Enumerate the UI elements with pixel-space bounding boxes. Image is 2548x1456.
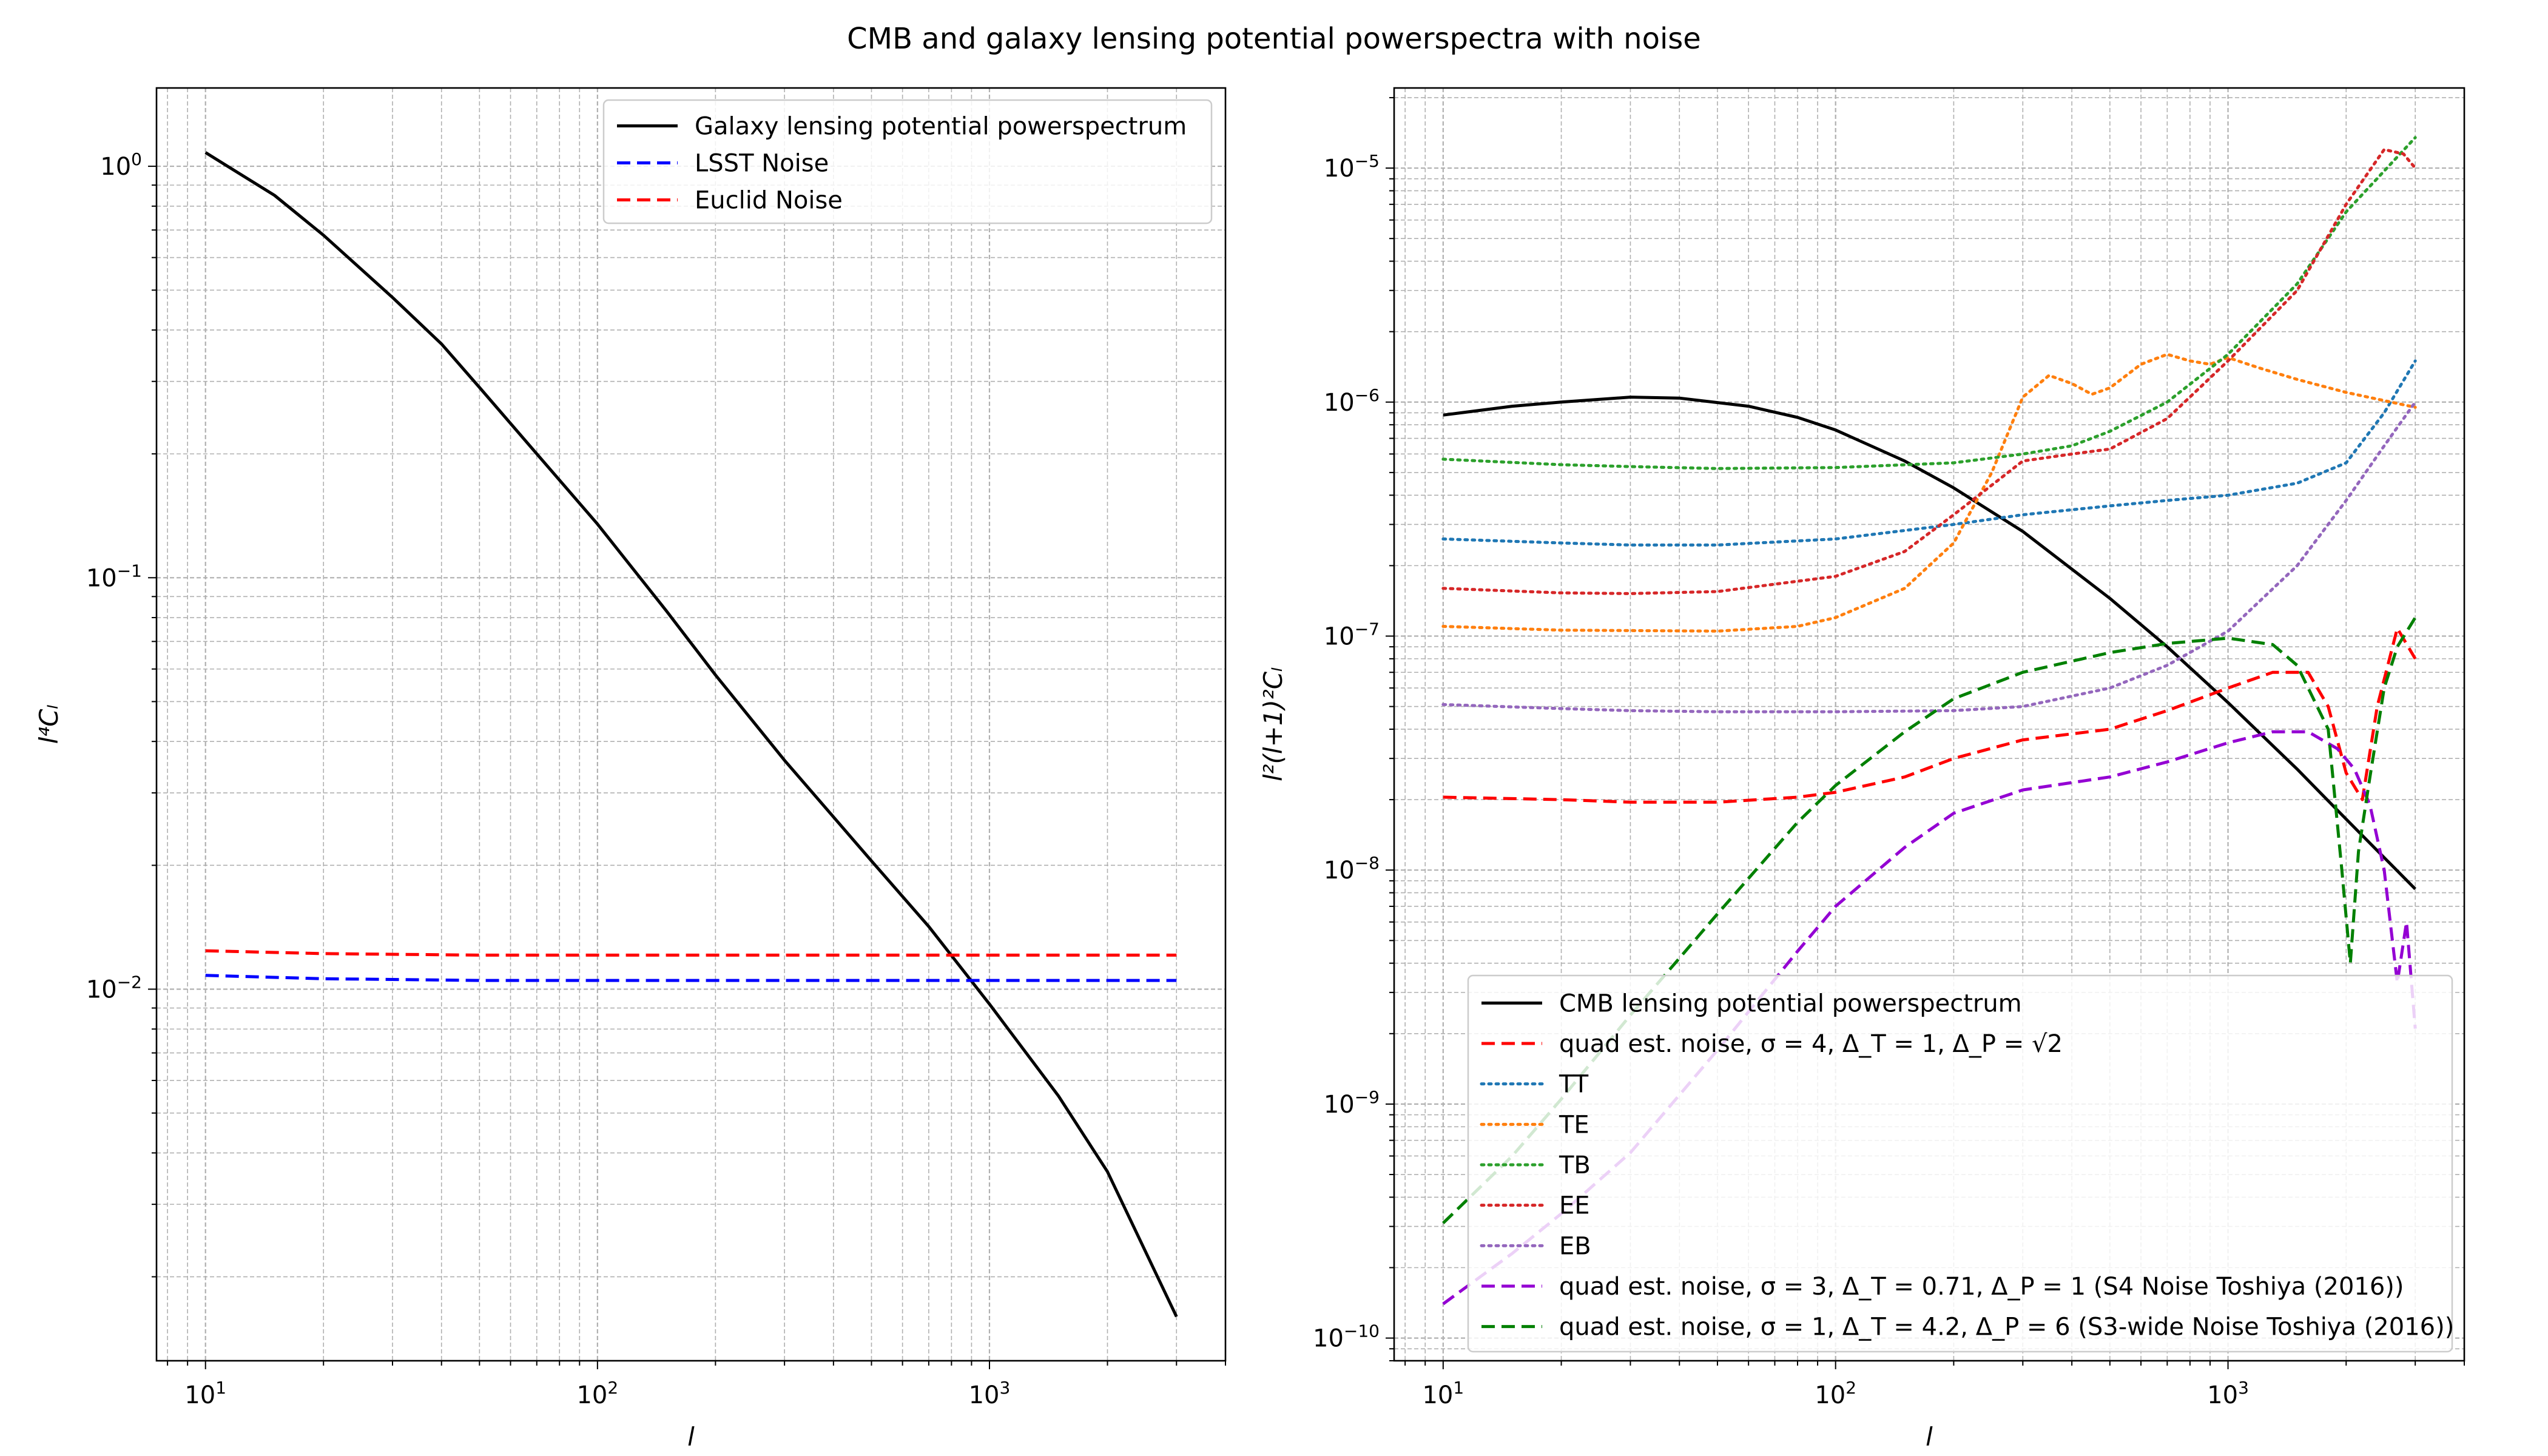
legend-label: TE [1559,1111,1589,1139]
y-tick-label: 100 [100,149,142,181]
legend-label: quad est. noise, σ = 3, Δ_T = 0.71, Δ_P … [1559,1273,2404,1301]
legend-box [1467,974,2453,1353]
legend-label: Galaxy lensing potential powerspectrum [695,113,1187,141]
x-tick-label: 101 [184,1378,226,1409]
legend-label: EE [1559,1192,1590,1220]
x-axis-label: l [687,1422,695,1452]
legend-label: quad est. noise, σ = 1, Δ_T = 4.2, Δ_P =… [1559,1313,2454,1341]
grid [148,88,1226,1369]
x-tick-label: 102 [1815,1378,1856,1409]
y-tick-label: 10−5 [1324,151,1380,183]
series-line-te [1441,352,2417,633]
x-axis-label: l [1926,1422,1933,1452]
axes-frame [155,87,1227,1362]
y-axis-label: l⁴Cₗ [34,705,64,744]
chart-panel-1: 101 102 103 10−2 10−1 100 l l⁴Cₗ Galaxy lensing … [34,87,1227,1452]
series-line-eb [1441,400,2417,713]
series-line-ee [1441,148,2417,595]
legend-label: CMB lensing potential powerspectrum [1559,989,2022,1017]
series-line-lsst-noise [205,974,1177,982]
series-group [204,151,1178,1318]
series-line-euclid-noise [205,949,1177,957]
legend-label: LSST Noise [695,150,829,178]
y-tick-label: 10−7 [1324,619,1380,650]
legend-label: EB [1559,1232,1591,1260]
y-tick-label: 10−6 [1324,385,1380,417]
legend: CMB lensing potential powerspectrum quad … [1467,974,2454,1353]
y-tick-label: 10−2 [86,972,142,1004]
x-tick-label: 103 [2207,1378,2249,1409]
y-axis-label: l²(l+1)²Cₗ [1258,667,1288,781]
series-line-galaxy-lensing-potential-powerspectrum [204,151,1178,1318]
x-tick-label: 103 [969,1378,1011,1409]
y-tick-label: 10−8 [1324,853,1380,885]
figure-title: CMB and galaxy lensing potential powersp… [847,22,1701,56]
y-tick-label: 10−10 [1313,1321,1380,1353]
legend-label: TB [1559,1151,1591,1179]
legend-label: TT [1559,1071,1589,1099]
y-tick-label: 10−9 [1324,1087,1380,1119]
legend-box [602,99,1213,224]
axes-frame [1393,87,2465,1362]
chart-panel-2: 101 102 103 10−10 10−9 10−8 10−7 10−6 10−5 l l²(l+… [1258,87,2465,1452]
series-line-quad-est-noise-1-t-4-2-p-6-s3-wide-noise [1442,616,2417,1224]
x-tick-label: 101 [1422,1378,1464,1409]
series-line-cmb-lensing-potential-powerspectrum [1443,396,2416,891]
legend: Galaxy lensing potential powerspectrum LS… [602,99,1213,224]
series-line-tt [1441,359,2417,547]
legend-label: quad est. noise, σ = 4, Δ_T = 1, Δ_P = √… [1559,1030,2063,1058]
x-tick-label: 102 [576,1378,618,1409]
series-line-tb [1441,136,2417,470]
legend-label: Euclid Noise [695,187,843,215]
series-line-quad-est-noise-4-t-1-p-2 [1443,627,2417,804]
y-tick-label: 10−1 [86,561,142,592]
